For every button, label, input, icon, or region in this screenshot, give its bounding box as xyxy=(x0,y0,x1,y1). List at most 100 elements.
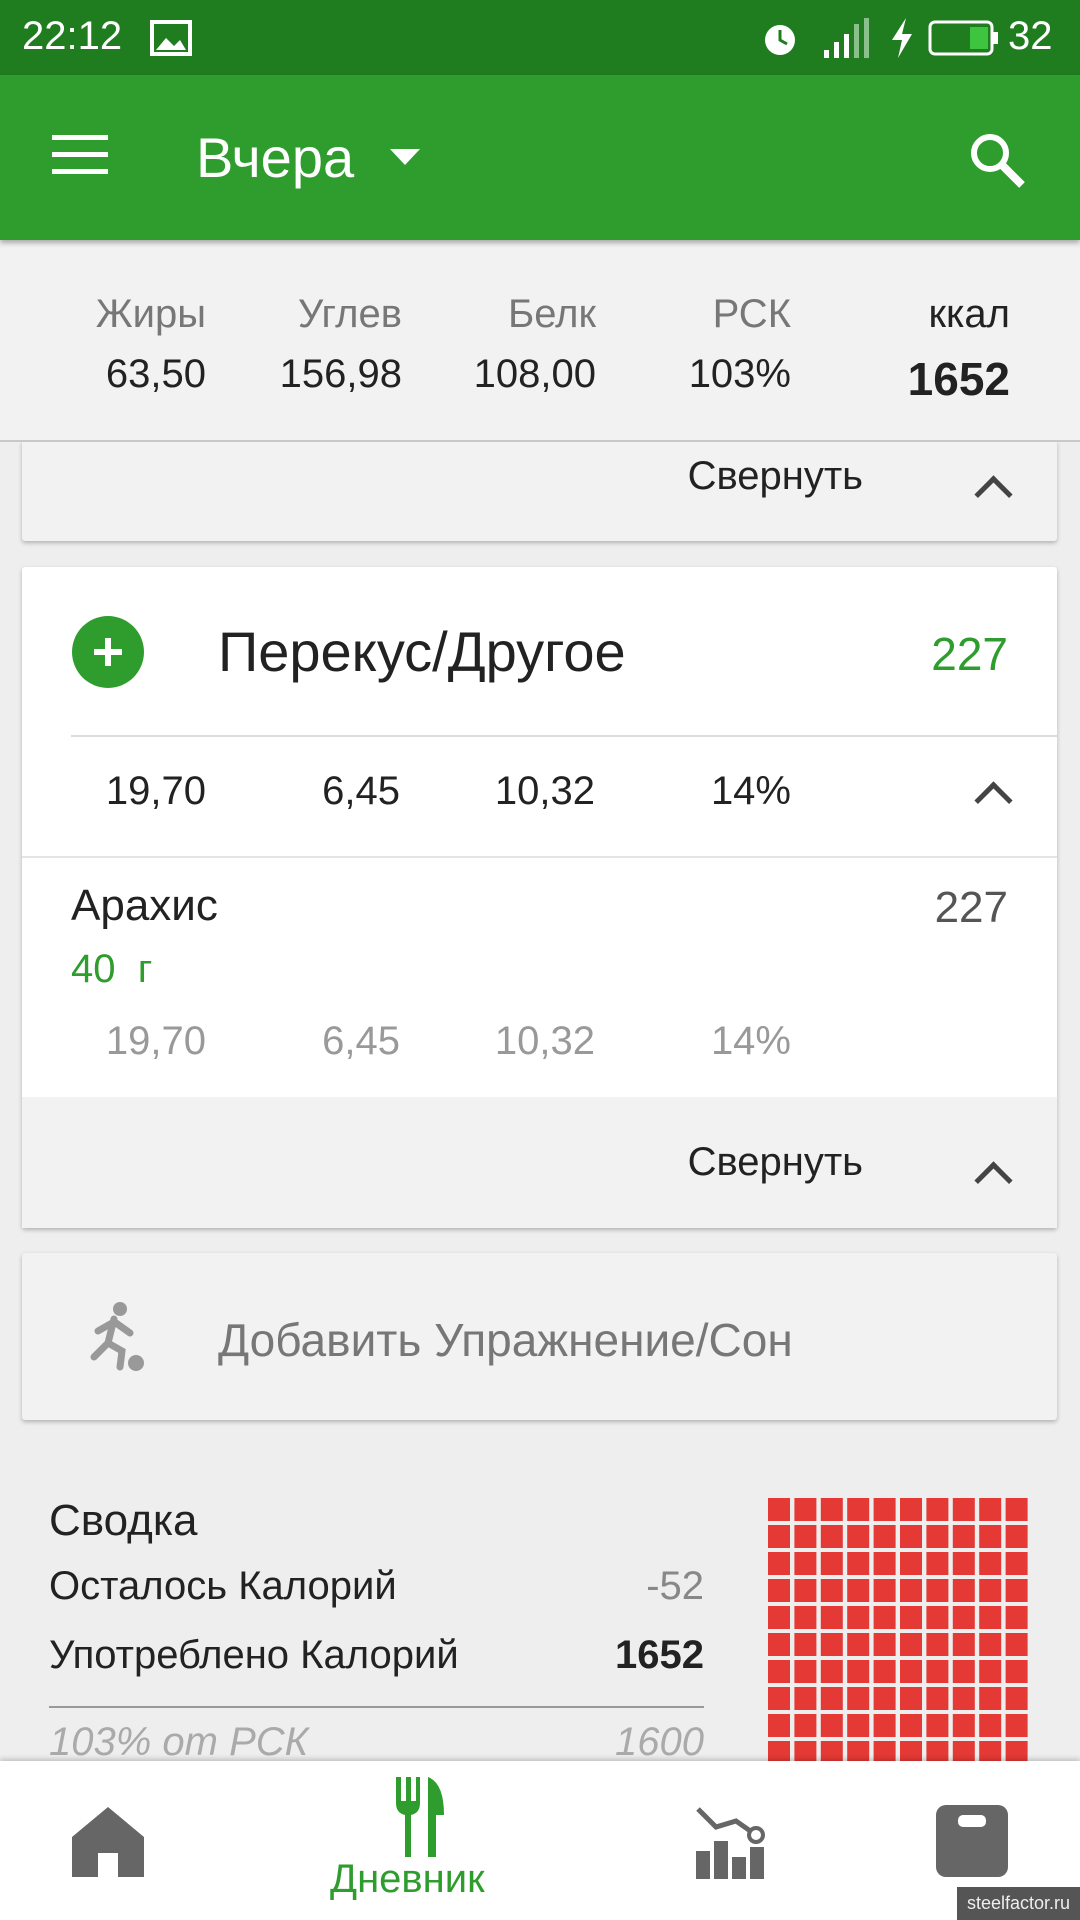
waffle-cell xyxy=(979,1633,1002,1656)
total-label: Углев xyxy=(297,292,402,336)
waffle-cell xyxy=(926,1714,949,1737)
waffle-cell xyxy=(952,1498,975,1521)
waffle-cell xyxy=(847,1633,870,1656)
stats-tab[interactable] xyxy=(690,1801,770,1881)
waffle-cell xyxy=(926,1606,949,1629)
waffle-cell xyxy=(768,1633,790,1656)
add-food-button[interactable] xyxy=(71,615,145,689)
waffle-cell xyxy=(820,1579,843,1602)
meal-kcal: 227 xyxy=(931,628,1008,680)
home-tab[interactable] xyxy=(70,1803,146,1879)
waffle-cell xyxy=(952,1579,975,1602)
waffle-cell xyxy=(847,1579,870,1602)
waffle-cell xyxy=(926,1660,949,1683)
waffle-cell xyxy=(926,1633,949,1656)
food-kcal: 227 xyxy=(934,883,1008,932)
waffle-cell xyxy=(873,1552,896,1575)
waffle-cell xyxy=(768,1525,790,1548)
food-macro: 19,70 xyxy=(105,1019,206,1063)
summary-label: 103% от РСК xyxy=(49,1720,309,1761)
waffle-cell xyxy=(820,1633,843,1656)
summary-value: -52 xyxy=(646,1564,704,1608)
waffle-cell xyxy=(900,1552,922,1575)
waffle-cell xyxy=(873,1579,896,1602)
diary-tab-icon[interactable] xyxy=(392,1775,448,1859)
waffle-cell xyxy=(900,1498,922,1521)
total-value: 1652 xyxy=(907,353,1010,405)
waffle-cell xyxy=(847,1552,870,1575)
waffle-cell xyxy=(847,1498,870,1521)
total-label: ккал xyxy=(928,292,1010,336)
status-bar: 22:12 32 xyxy=(0,0,1080,75)
waffle-cell xyxy=(820,1498,843,1521)
dropdown-arrow[interactable] xyxy=(388,147,422,167)
date-title[interactable]: Вчера xyxy=(196,126,355,189)
menu-button[interactable] xyxy=(52,133,110,177)
waffle-cell xyxy=(900,1741,922,1761)
waffle-cell xyxy=(952,1714,975,1737)
waffle-cell xyxy=(820,1660,843,1683)
waffle-cell xyxy=(926,1552,949,1575)
food-macro: 14% xyxy=(710,1019,791,1063)
waffle-cell xyxy=(900,1633,922,1656)
weight-tab[interactable] xyxy=(934,1803,1010,1879)
chevron-up[interactable] xyxy=(974,1161,1013,1200)
collapsed-card: Свернуть xyxy=(22,441,1057,541)
meal-total: 19,70 xyxy=(105,769,206,813)
total-value: 103% xyxy=(688,352,791,396)
waffle-cell xyxy=(847,1741,870,1761)
waffle-cell xyxy=(873,1498,896,1521)
summary-label: Употреблено Калорий xyxy=(49,1633,459,1677)
summary-value: 1600 xyxy=(615,1720,704,1761)
chevron-up[interactable] xyxy=(974,781,1013,820)
waffle-cell xyxy=(926,1579,949,1602)
waffle-cell xyxy=(979,1525,1002,1548)
waffle-cell xyxy=(873,1741,896,1761)
waffle-cell xyxy=(794,1525,817,1548)
food-name: Арахис xyxy=(71,881,218,930)
exercise-icon xyxy=(90,1302,144,1371)
waffle-cell xyxy=(794,1741,817,1761)
clock: 22:12 xyxy=(22,14,123,58)
chevron-up[interactable] xyxy=(974,475,1013,514)
waffle-cell xyxy=(820,1525,843,1548)
waffle-cell xyxy=(794,1660,817,1683)
meal-total: 14% xyxy=(710,769,791,813)
diary-tab-label[interactable]: Дневник xyxy=(330,1857,485,1901)
waffle-cell xyxy=(873,1633,896,1656)
total-value: 108,00 xyxy=(473,352,596,396)
waffle-cell xyxy=(900,1606,922,1629)
waffle-cell xyxy=(820,1741,843,1761)
bottom-nav: Дневник xyxy=(0,1761,1080,1920)
waffle-cell xyxy=(1005,1714,1028,1737)
meal-title: Перекус/Другое xyxy=(218,620,626,683)
waffle-cell xyxy=(900,1714,922,1737)
add-exercise-label: Добавить Упражнение/Сон xyxy=(218,1314,793,1366)
meal-total: 10,32 xyxy=(494,769,595,813)
alarm-icon xyxy=(765,25,795,55)
waffle-cell xyxy=(820,1687,843,1710)
waffle-cell xyxy=(794,1714,817,1737)
waffle-cell xyxy=(794,1687,817,1710)
battery-icon xyxy=(928,20,998,56)
exercise-card[interactable]: Добавить Упражнение/Сон xyxy=(22,1253,1057,1420)
collapse-button[interactable]: Свернуть xyxy=(687,1140,863,1184)
waffle-cell xyxy=(1005,1525,1028,1548)
waffle-cell xyxy=(768,1687,790,1710)
waffle-cell xyxy=(794,1633,817,1656)
waffle-cell xyxy=(979,1579,1002,1602)
waffle-cell xyxy=(847,1687,870,1710)
waffle-cell xyxy=(847,1714,870,1737)
gallery-icon xyxy=(150,20,192,56)
waffle-cell xyxy=(768,1579,790,1602)
summary-section: Сводка Осталось Калорий -52 Употреблено Ка… xyxy=(0,1440,1080,1761)
waffle-cell xyxy=(847,1660,870,1683)
waffle-cell xyxy=(979,1498,1002,1521)
waffle-cell xyxy=(820,1606,843,1629)
waffle-cell xyxy=(768,1660,790,1683)
waffle-cell xyxy=(926,1687,949,1710)
summary-value: 1652 xyxy=(615,1633,704,1677)
search-button[interactable] xyxy=(968,131,1026,189)
divider xyxy=(49,1706,704,1708)
collapse-button[interactable]: Свернуть xyxy=(687,454,863,498)
